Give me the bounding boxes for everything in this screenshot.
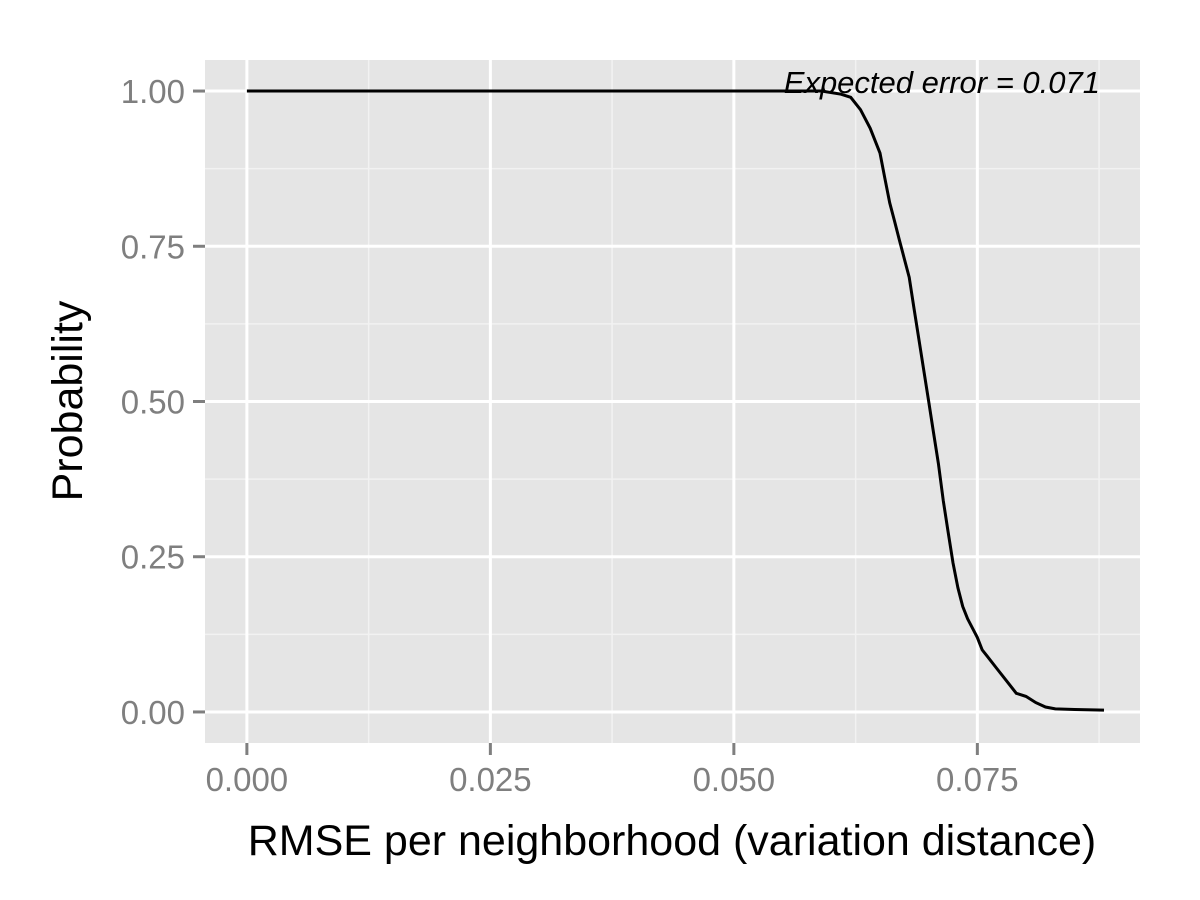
y-tick-label: 1.00	[121, 73, 185, 110]
y-tick-label: 0.00	[121, 694, 185, 731]
x-tick-label: 0.000	[206, 761, 289, 798]
tick-labels: 0.000 0.025 0.050 0.075 0.00 0.25 0.50 0.75 1.00	[121, 73, 1019, 798]
y-axis-title: Probability	[44, 300, 92, 501]
expected-error-annotation: Expected error = 0.071	[784, 65, 1100, 100]
y-tick-label: 0.50	[121, 384, 185, 421]
x-axis-title: RMSE per neighborhood (variation distanc…	[248, 817, 1097, 865]
cdf-line	[246, 89, 1105, 712]
y-tick-label: 0.25	[121, 539, 185, 576]
x-tick-label: 0.050	[693, 761, 776, 798]
y-tick-label: 0.75	[121, 228, 185, 265]
major-gridlines	[205, 60, 1140, 743]
axis-ticks	[193, 89, 979, 755]
x-tick-label: 0.075	[936, 761, 1019, 798]
x-tick-label: 0.025	[449, 761, 532, 798]
